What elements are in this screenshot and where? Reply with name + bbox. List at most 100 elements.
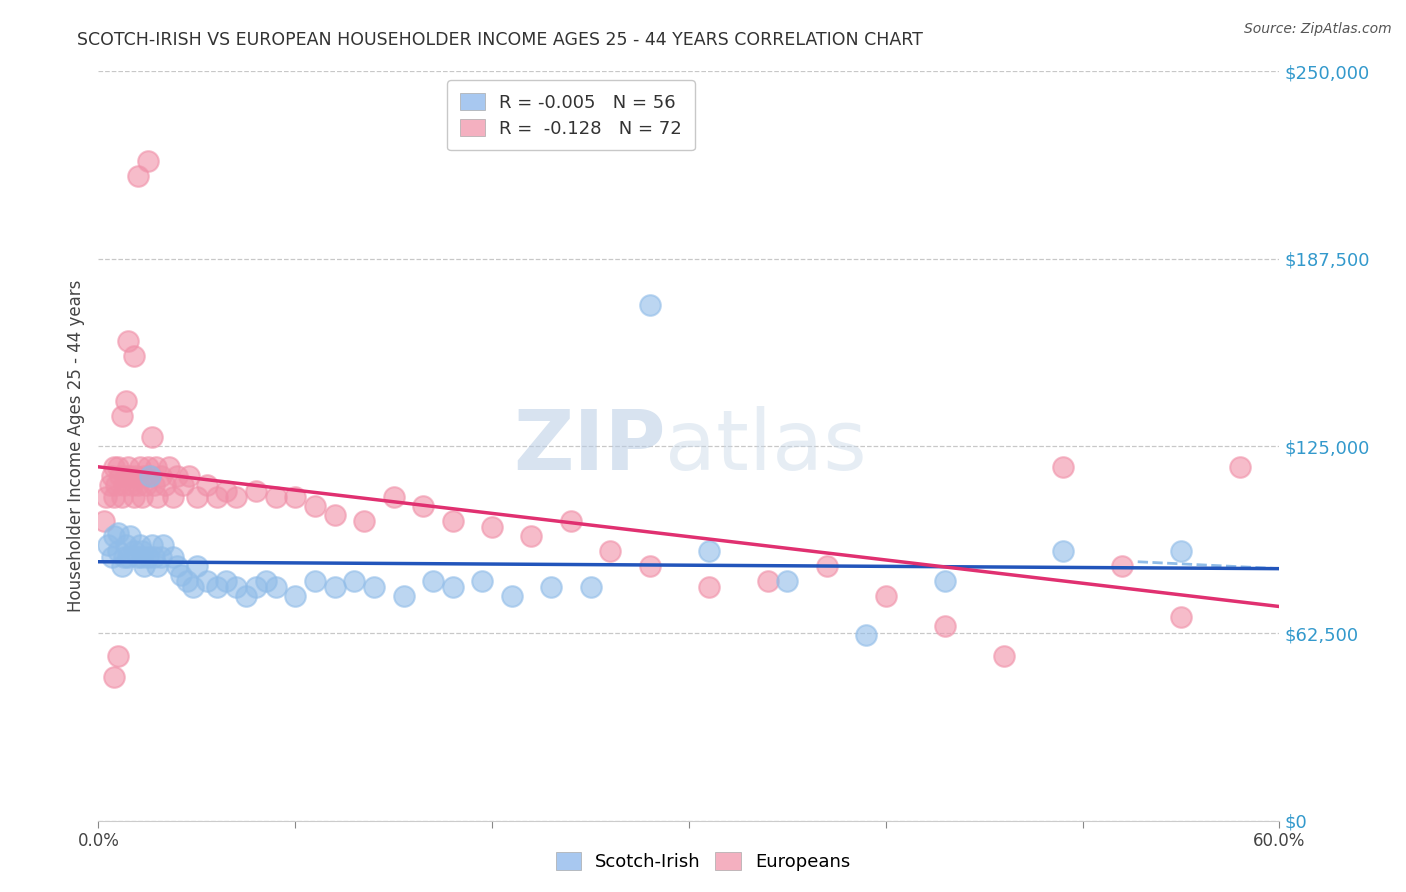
Point [599, 544, 621, 558]
Point [323, 580, 346, 594]
Point [363, 580, 385, 594]
Point [118, 469, 141, 483]
Point [111, 490, 134, 504]
Point [520, 529, 543, 543]
Point [1170, 610, 1192, 624]
Point [150, 469, 173, 483]
Point [560, 514, 582, 528]
Point [540, 580, 562, 594]
Point [136, 154, 159, 169]
Point [756, 574, 779, 588]
Point [152, 538, 174, 552]
Point [136, 460, 159, 475]
Point [304, 499, 326, 513]
Point [98, 478, 121, 492]
Point [638, 298, 661, 312]
Point [934, 574, 956, 588]
Point [471, 574, 494, 588]
Point [323, 508, 346, 522]
Point [122, 544, 145, 558]
Point [1052, 544, 1074, 558]
Point [441, 514, 464, 528]
Point [132, 469, 155, 483]
Point [170, 567, 193, 582]
Point [127, 478, 149, 492]
Point [127, 169, 149, 184]
Point [225, 490, 247, 504]
Text: atlas: atlas [665, 406, 868, 486]
Point [186, 558, 208, 573]
Point [103, 529, 125, 543]
Point [146, 490, 169, 504]
Point [343, 574, 366, 588]
Point [122, 349, 145, 363]
Point [127, 549, 149, 564]
Point [141, 430, 163, 444]
Point [162, 549, 184, 564]
Point [136, 549, 159, 564]
Point [501, 589, 523, 603]
Point [107, 525, 129, 540]
Point [579, 580, 602, 594]
Point [103, 670, 125, 684]
Point [131, 549, 153, 564]
Point [150, 549, 173, 564]
Point [195, 574, 218, 588]
Point [205, 490, 228, 504]
Point [162, 490, 184, 504]
Point [117, 460, 139, 475]
Point [131, 490, 153, 504]
Point [875, 589, 897, 603]
Point [1052, 460, 1074, 475]
Point [177, 469, 200, 483]
Point [107, 460, 129, 475]
Point [125, 469, 148, 483]
Point [145, 460, 167, 475]
Point [155, 478, 177, 492]
Point [115, 394, 138, 409]
Y-axis label: Householder Income Ages 25 - 44 years: Householder Income Ages 25 - 44 years [67, 280, 86, 612]
Point [117, 334, 139, 348]
Point [138, 469, 160, 483]
Point [115, 469, 138, 483]
Point [235, 589, 257, 603]
Point [121, 478, 143, 492]
Legend: R = -0.005   N = 56, R =  -0.128   N = 72: R = -0.005 N = 56, R = -0.128 N = 72 [447, 80, 695, 151]
Point [264, 490, 287, 504]
Text: Source: ZipAtlas.com: Source: ZipAtlas.com [1244, 22, 1392, 37]
Point [176, 574, 198, 588]
Point [142, 549, 165, 564]
Point [128, 538, 150, 552]
Point [117, 549, 139, 564]
Point [122, 490, 145, 504]
Point [993, 648, 1015, 663]
Point [1111, 558, 1133, 573]
Text: SCOTCH-IRISH VS EUROPEAN HOUSEHOLDER INCOME AGES 25 - 44 YEARS CORRELATION CHART: SCOTCH-IRISH VS EUROPEAN HOUSEHOLDER INC… [77, 31, 924, 49]
Point [304, 574, 326, 588]
Point [103, 460, 125, 475]
Point [815, 558, 838, 573]
Legend: Scotch-Irish, Europeans: Scotch-Irish, Europeans [548, 846, 858, 879]
Point [284, 490, 307, 504]
Point [138, 469, 160, 483]
Point [382, 490, 405, 504]
Point [245, 483, 267, 498]
Point [441, 580, 464, 594]
Point [108, 469, 131, 483]
Point [97, 538, 120, 552]
Point [131, 544, 153, 558]
Point [195, 478, 218, 492]
Point [93, 514, 115, 528]
Point [146, 558, 169, 573]
Point [422, 574, 444, 588]
Point [105, 478, 128, 492]
Point [101, 469, 124, 483]
Point [245, 580, 267, 594]
Point [776, 574, 799, 588]
Point [157, 460, 180, 475]
Point [107, 544, 129, 558]
Point [166, 558, 188, 573]
Point [172, 478, 194, 492]
Point [186, 490, 208, 504]
Point [697, 580, 720, 594]
